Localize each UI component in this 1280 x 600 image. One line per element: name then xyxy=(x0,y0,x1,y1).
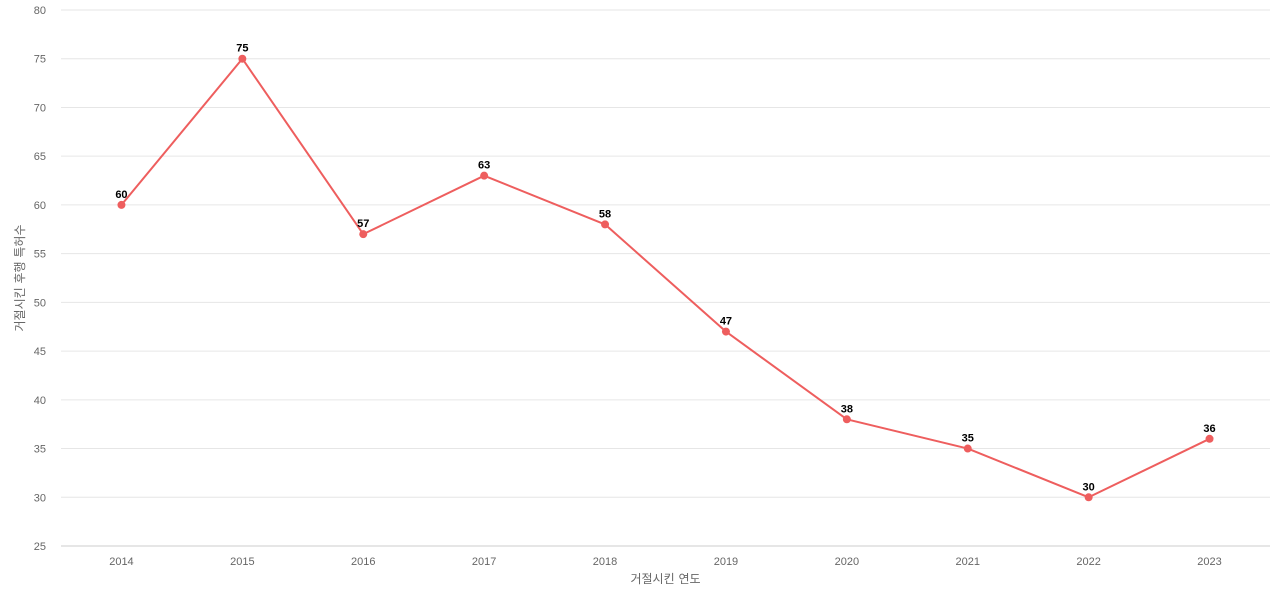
data-label: 75 xyxy=(236,43,248,55)
data-label: 63 xyxy=(478,160,490,172)
x-tick-label: 2022 xyxy=(1076,556,1100,568)
y-tick-label: 65 xyxy=(34,151,46,163)
y-tick-label: 75 xyxy=(34,54,46,66)
y-axis-ticks: 25 30 35 40 45 50 55 60 65 70 75 80 xyxy=(34,5,46,553)
y-tick-label: 60 xyxy=(34,200,46,212)
y-tick-label: 50 xyxy=(34,297,46,309)
x-tick-label: 2015 xyxy=(230,556,254,568)
data-label: 38 xyxy=(841,403,853,415)
data-point[interactable] xyxy=(359,230,368,239)
y-tick-label: 30 xyxy=(34,492,46,504)
y-tick-label: 40 xyxy=(34,395,46,407)
data-point[interactable] xyxy=(1205,434,1214,443)
x-tick-label: 2019 xyxy=(714,556,738,568)
x-tick-label: 2021 xyxy=(956,556,980,568)
y-axis-title: 거절시킨 후행 특허수 xyxy=(12,225,27,332)
data-label: 47 xyxy=(720,316,732,328)
x-tick-label: 2017 xyxy=(472,556,496,568)
data-labels: 60 75 57 63 58 47 38 35 30 36 xyxy=(115,43,1215,494)
data-point[interactable] xyxy=(963,444,972,453)
x-tick-label: 2014 xyxy=(109,556,133,568)
data-label: 60 xyxy=(115,189,127,201)
data-label: 36 xyxy=(1203,423,1215,435)
data-point[interactable] xyxy=(721,327,730,336)
data-point[interactable] xyxy=(601,220,610,229)
x-axis-title: 거절시킨 연도 xyxy=(630,572,700,586)
y-tick-label: 45 xyxy=(34,346,46,358)
x-tick-label: 2016 xyxy=(351,556,375,568)
y-tick-label: 55 xyxy=(34,249,46,261)
data-label: 35 xyxy=(962,433,974,445)
data-point[interactable] xyxy=(117,200,126,209)
y-tick-label: 70 xyxy=(34,102,46,114)
data-point[interactable] xyxy=(238,54,247,63)
y-tick-label: 80 xyxy=(34,5,46,17)
x-tick-label: 2023 xyxy=(1197,556,1221,568)
data-point[interactable] xyxy=(1084,493,1093,502)
y-tick-label: 25 xyxy=(34,541,46,553)
grid-lines xyxy=(61,9,1270,498)
series-group xyxy=(117,54,1214,502)
data-label: 57 xyxy=(357,218,369,230)
data-point[interactable] xyxy=(480,171,489,180)
series-line xyxy=(120,57,1210,499)
data-label: 30 xyxy=(1083,481,1095,493)
y-tick-label: 35 xyxy=(34,444,46,456)
x-tick-label: 2020 xyxy=(835,556,859,568)
x-axis-ticks: 2014 2015 2016 2017 2018 2019 2020 2021 2022 2023 xyxy=(109,556,1222,568)
x-tick-label: 2018 xyxy=(593,556,617,568)
data-label: 58 xyxy=(599,208,611,220)
data-point[interactable] xyxy=(842,415,851,424)
